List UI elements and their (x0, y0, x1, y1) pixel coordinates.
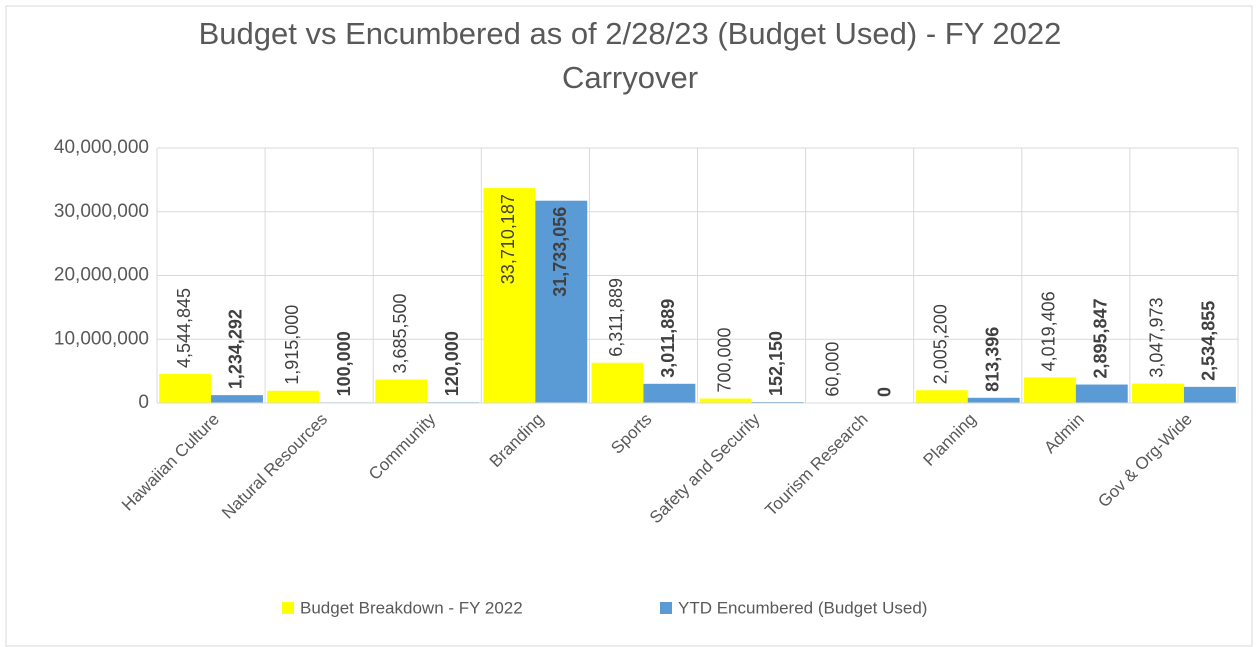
chart-title: Budget vs Encumbered as of 2/28/23 (Budg… (198, 16, 1062, 95)
bar (915, 390, 968, 403)
data-label: 1,915,000 (282, 305, 302, 385)
data-label: 60,000 (822, 342, 842, 397)
bar (535, 200, 588, 403)
data-label: 3,047,973 (1147, 297, 1167, 377)
y-tick-label: 0 (138, 392, 149, 413)
bar (643, 383, 696, 403)
data-label: 4,544,845 (174, 288, 194, 368)
data-label: 0 (874, 387, 894, 397)
data-label: 152,150 (766, 331, 786, 396)
bar (211, 395, 263, 403)
bar (483, 188, 536, 403)
data-label: 4,019,406 (1039, 291, 1059, 371)
legend-swatch (660, 602, 672, 614)
data-label: 100,000 (334, 331, 354, 396)
data-label: 2,005,200 (931, 304, 951, 384)
bar (1183, 386, 1236, 403)
bar (699, 398, 752, 403)
data-label: 33,710,187 (498, 194, 518, 284)
data-label: 3,685,500 (390, 293, 410, 373)
bar (1075, 384, 1128, 403)
y-tick-label: 10,000,000 (54, 328, 149, 349)
bar (1023, 377, 1076, 403)
data-label: 2,534,855 (1199, 301, 1219, 381)
bar (375, 379, 428, 403)
data-label: 6,311,889 (606, 278, 626, 357)
bar (1132, 383, 1184, 403)
bar (267, 390, 320, 403)
data-label: 31,733,056 (550, 207, 570, 297)
bar (591, 362, 644, 403)
data-label: 3,011,889 (658, 299, 678, 378)
data-label: 2,895,847 (1091, 298, 1111, 378)
y-tick-label: 20,000,000 (54, 265, 149, 286)
y-tick-label: 40,000,000 (54, 137, 149, 158)
data-label: 1,234,292 (226, 309, 246, 389)
data-label: 700,000 (714, 327, 734, 392)
chart-border (5, 5, 1253, 647)
bar (159, 374, 212, 403)
legend-label: YTD Encumbered (Budget Used) (678, 598, 927, 617)
y-tick-label: 30,000,000 (54, 201, 149, 222)
data-label: 120,000 (442, 331, 462, 396)
legend-label: Budget Breakdown - FY 2022 (300, 598, 523, 617)
data-label: 813,396 (982, 327, 1002, 392)
legend-swatch (282, 602, 294, 614)
bar (967, 397, 1020, 403)
